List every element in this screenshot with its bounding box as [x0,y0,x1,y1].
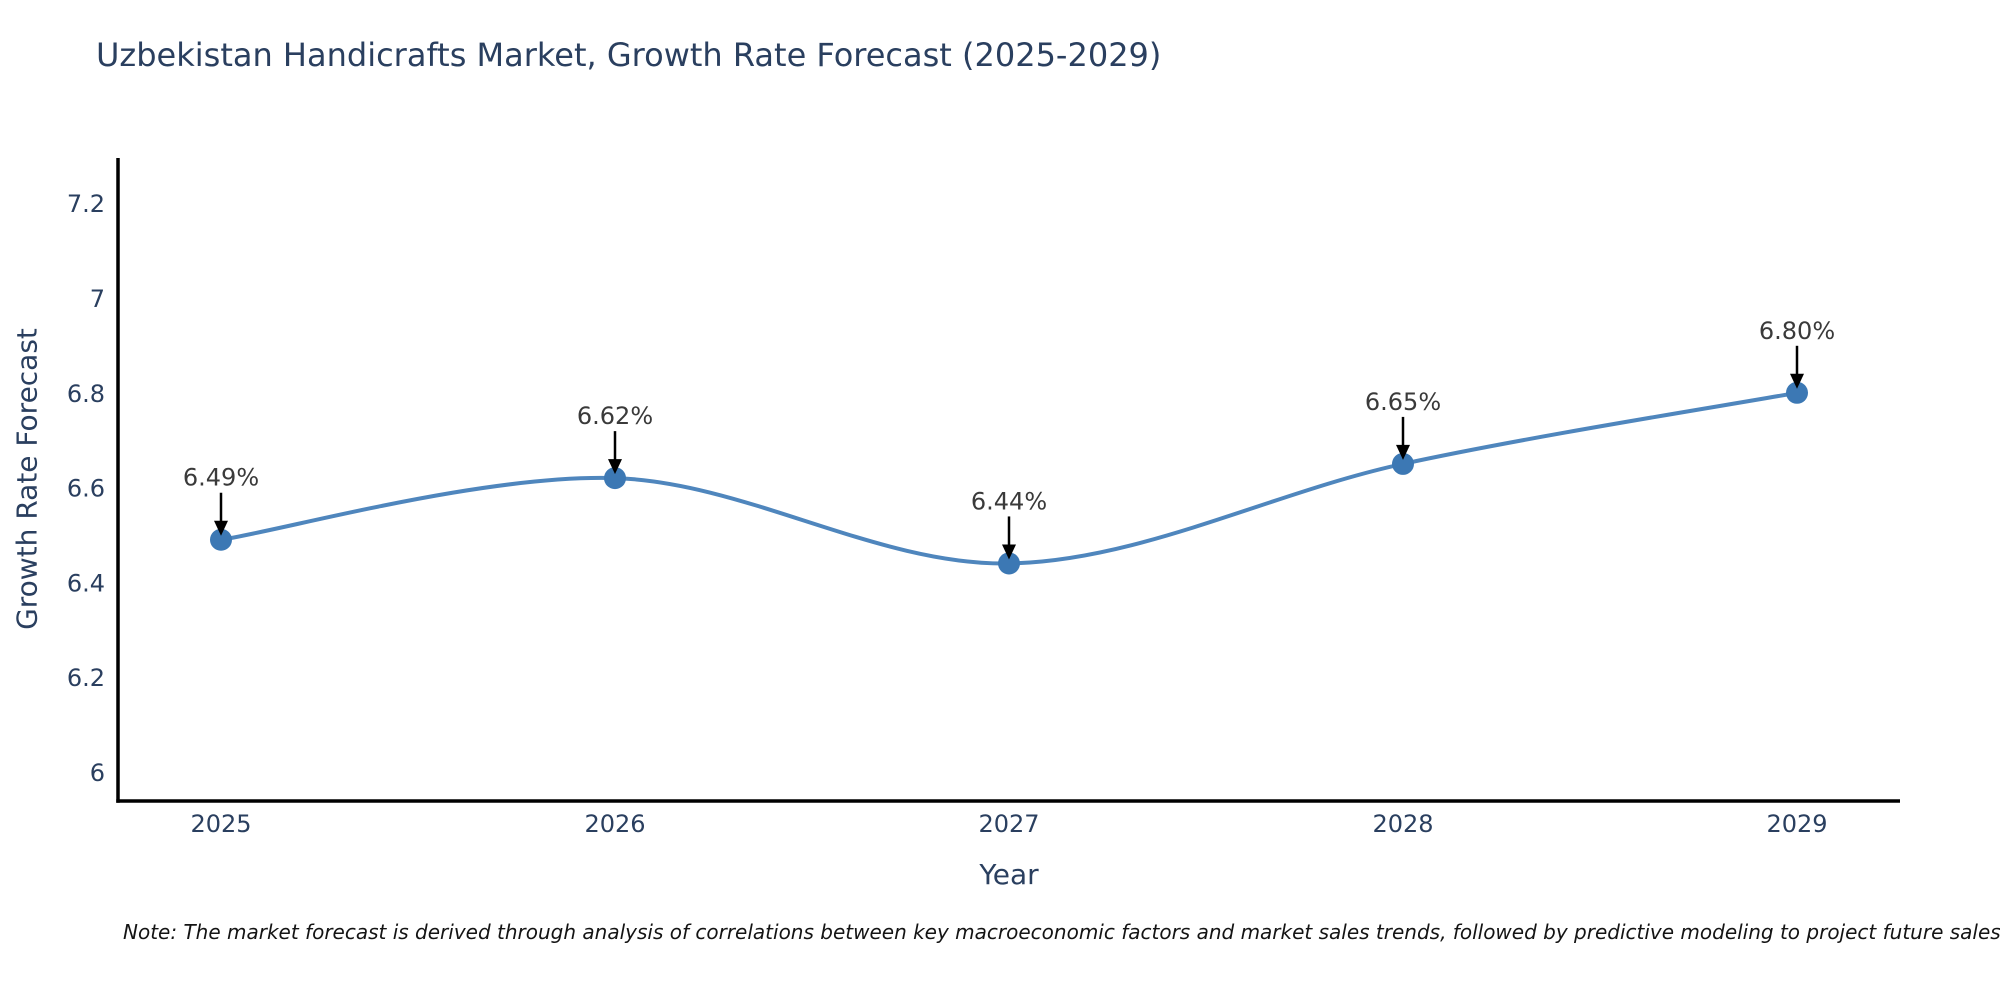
data-point-2025[interactable] [210,528,232,551]
y-tick-label: 6.8 [67,380,105,408]
chart-title: Uzbekistan Handicrafts Market, Growth Ra… [96,36,1162,74]
point-label: 6.62% [577,402,653,430]
x-tick-label: 2029 [1766,810,1827,838]
y-tick-label: 7.2 [67,190,105,218]
point-label: 6.44% [971,487,1047,515]
x-axis-title: Year [979,858,1039,891]
x-tick-label: 2026 [584,810,645,838]
x-tick-label: 2025 [190,810,251,838]
point-label: 6.49% [183,464,259,492]
y-tick-label: 6 [90,759,105,787]
footnote: Note: The market forecast is derived thr… [123,920,2000,944]
point-label: 6.65% [1365,388,1441,416]
y-tick-label: 7 [90,285,105,313]
annotation-arrow-head-icon [608,459,622,475]
point-label: 6.80% [1759,317,1835,345]
y-tick-label: 6.4 [67,569,105,597]
annotation-arrow-head-icon [1002,544,1016,560]
data-point-2029[interactable] [1786,381,1808,404]
data-point-2028[interactable] [1392,452,1414,475]
y-tick-label: 6.6 [67,475,105,503]
annotation-arrow-head-icon [214,520,228,536]
x-tick-label: 2028 [1372,810,1433,838]
annotation-arrow-head-icon [1396,444,1410,460]
annotation-arrow-head-icon [1790,373,1804,389]
data-point-2027[interactable] [998,552,1020,575]
x-tick-label: 2027 [978,810,1039,838]
y-tick-label: 6.2 [67,664,105,692]
data-point-2026[interactable] [604,467,626,490]
